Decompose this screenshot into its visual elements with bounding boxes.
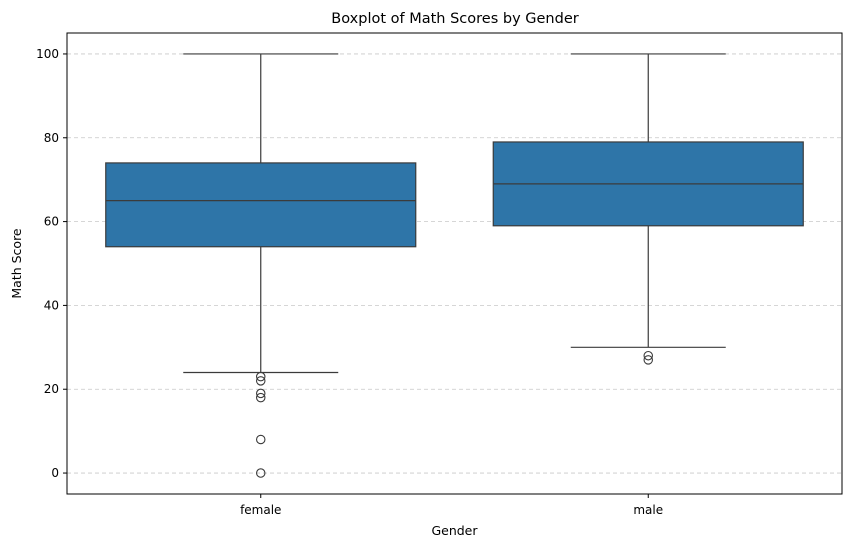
y-axis-ticks: 0 20 40 60 80 100 [36,47,67,480]
y-tick-label: 80 [44,131,59,145]
x-tick-label: female [240,503,281,517]
x-tick-label: male [633,503,663,517]
y-tick-label: 20 [44,382,59,396]
x-axis-label: Gender [431,523,478,538]
y-axis-label: Math Score [9,228,24,299]
y-tick-label: 40 [44,298,59,312]
box-female [105,53,417,478]
box-male [492,53,804,365]
outlier-point [643,350,653,361]
iqr-box [105,162,417,248]
outlier-point [255,388,266,399]
grid-lines [67,53,842,474]
outlier-point [255,468,266,478]
outlier-point [255,371,266,382]
chart-title: Boxplot of Math Scores by Gender [331,11,578,27]
y-tick-label: 60 [44,215,59,229]
outlier-point [255,376,266,386]
outlier-point [643,355,653,365]
y-tick-label: 0 [51,466,59,480]
x-axis-ticks: female male [240,494,663,517]
outlier-point [255,434,266,445]
y-tick-label: 100 [36,47,59,61]
outlier-point [255,392,266,403]
plot-frame [66,32,843,495]
box-group [105,53,804,478]
